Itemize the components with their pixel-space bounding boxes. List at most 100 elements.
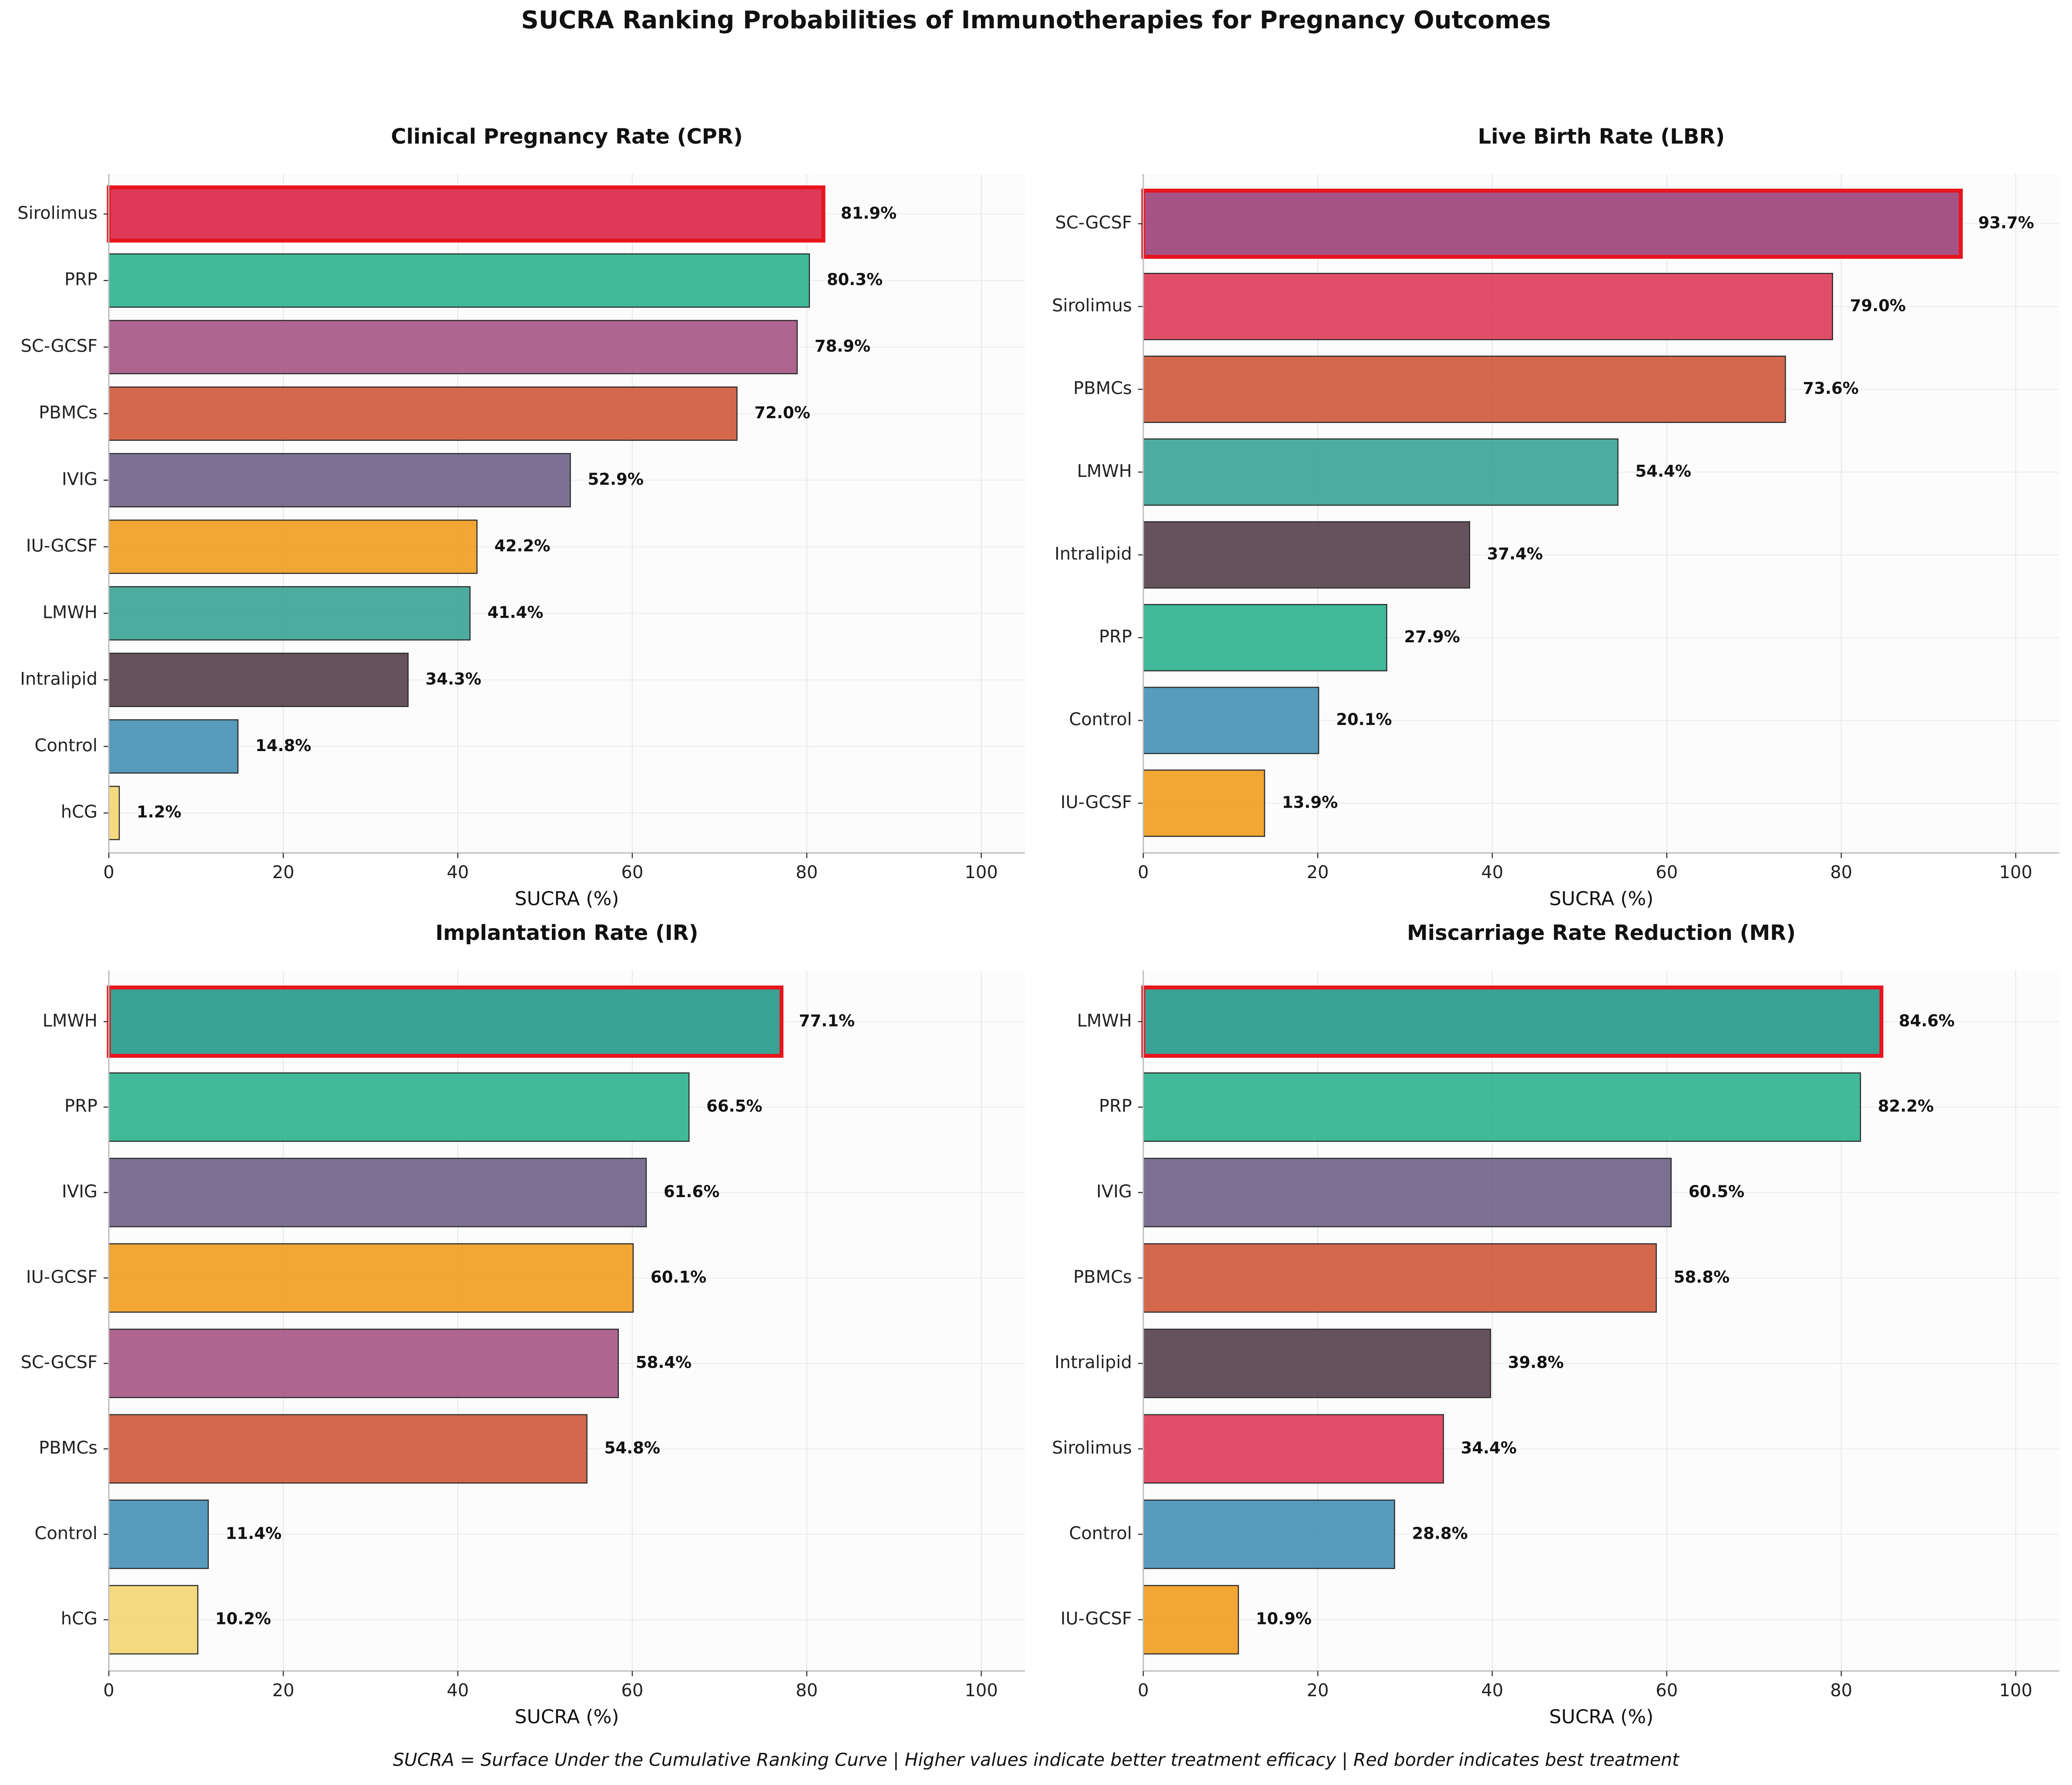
bar-control [1142,687,1320,754]
category-label: SC-GCSF [20,1352,97,1372]
chart-panel-4: 84.6% LMWH 82.2% PRP 60.5% IVIG 58.8% PBMCs 39.8… [1052,921,2059,1728]
x-tick-label: 0 [103,862,114,882]
bar-iu-gcsf [1142,1585,1239,1654]
x-tick-label: 40 [1481,862,1503,882]
category-label: IU-GCSF [26,1267,97,1287]
x-tick-label: 40 [447,862,469,882]
value-label: 93.7% [1978,214,2034,232]
category-label: IVIG [62,1181,97,1201]
bar-pbmcs [108,386,738,441]
bar-pbmcs [108,1414,588,1484]
chart-panel-1: 81.9% Sirolimus 80.3% PRP 78.9% SC-GCSF 72.0% P… [17,124,1025,910]
bar-intralipid [1142,1329,1491,1398]
category-label: Sirolimus [1052,295,1132,315]
x-tick-label: 60 [621,1681,643,1701]
chart-panel-2: 93.7% SC-GCSF 79.0% Sirolimus 73.6% PBMCs 54.4… [1052,124,2059,910]
value-label: 34.3% [426,670,481,688]
category-label: PBMCs [1073,1267,1132,1287]
value-label: 80.3% [827,270,883,289]
x-tick-label: 60 [621,862,643,882]
x-tick-label: 60 [1656,1681,1678,1701]
value-label: 42.2% [494,537,550,555]
category-label: Intralipid [20,669,97,689]
category-label: IU-GCSF [1061,1609,1132,1629]
x-tick-label: 100 [965,862,998,882]
value-label: 1.2% [137,803,181,822]
category-label: PRP [64,1096,97,1116]
category-label: PRP [1099,1096,1132,1116]
category-label: IVIG [62,470,97,490]
bar-ivig [108,453,571,507]
value-label: 82.2% [1878,1097,1934,1116]
category-label: PRP [64,270,97,290]
value-label: 54.8% [604,1439,660,1457]
value-label: 20.1% [1336,710,1392,729]
value-label: 72.0% [754,403,810,422]
value-label: 41.4% [487,603,543,622]
bar-hcg [108,1585,198,1654]
category-label: SC-GCSF [20,336,97,356]
bar-iu-gcsf [108,1243,634,1313]
category-label: LMWH [1077,461,1132,481]
x-tick-label: 0 [103,1681,114,1701]
value-label: 66.5% [706,1097,762,1116]
x-tick-label: 40 [447,1681,469,1701]
category-label: hCG [61,802,97,822]
category-label: Sirolimus [1052,1438,1132,1458]
value-label: 73.6% [1803,379,1859,398]
bar-prp [1142,604,1387,671]
bar-sc-gcsf [1141,188,1963,259]
value-label: 54.4% [1635,462,1691,480]
value-label: 58.4% [636,1353,692,1372]
x-tick-label: 100 [965,1681,998,1701]
bar-pbmcs [1142,356,1786,423]
x-tick-label: 100 [1999,1681,2032,1701]
bar-iu-gcsf [108,520,478,574]
category-label: SC-GCSF [1055,213,1132,233]
value-label: 81.9% [841,204,897,222]
bar-ivig [108,1158,647,1228]
value-label: 52.9% [588,470,644,489]
bar-sirolimus [1142,273,1834,340]
category-label: IVIG [1096,1181,1132,1201]
figure-title: SUCRA Ranking Probabilities of Immunothe… [521,6,1551,34]
value-label: 10.9% [1256,1610,1312,1628]
x-axis-label: SUCRA (%) [515,1706,619,1728]
value-label: 39.8% [1508,1353,1564,1372]
category-label: PBMCs [1073,379,1132,399]
bar-lmwh [1141,985,1884,1058]
bar-pbmcs [1142,1243,1657,1313]
category-label: Control [1069,710,1132,730]
category-label: PRP [1099,627,1132,647]
category-label: LMWH [43,602,97,622]
bar-lmwh [108,586,471,641]
x-tick-label: 80 [796,862,818,882]
x-tick-label: 20 [1306,1681,1329,1701]
x-tick-label: 20 [272,862,294,882]
value-label: 77.1% [799,1011,855,1030]
x-axis-label: SUCRA (%) [515,888,619,910]
bar-hcg [108,785,120,840]
bar-control [1142,1500,1395,1569]
category-label: Intralipid [1054,544,1132,564]
x-tick-label: 60 [1656,862,1678,882]
value-label: 34.4% [1461,1439,1517,1457]
x-tick-label: 100 [1999,862,2032,882]
value-label: 28.8% [1412,1524,1468,1543]
value-label: 10.2% [215,1610,271,1628]
category-label: Control [34,735,97,755]
bar-sc-gcsf [108,320,798,375]
bar-ivig [1142,1158,1672,1228]
x-tick-label: 40 [1481,1681,1503,1701]
category-label: Sirolimus [17,203,97,223]
bar-iu-gcsf [1142,769,1265,837]
panel-title: Miscarriage Rate Reduction (MR) [1407,921,1796,945]
category-label: Control [1069,1523,1132,1543]
bar-lmwh [107,985,784,1058]
x-tick-label: 80 [796,1681,818,1701]
value-label: 84.6% [1899,1011,1954,1030]
bar-control [108,1500,209,1569]
category-label: LMWH [1077,1011,1132,1031]
